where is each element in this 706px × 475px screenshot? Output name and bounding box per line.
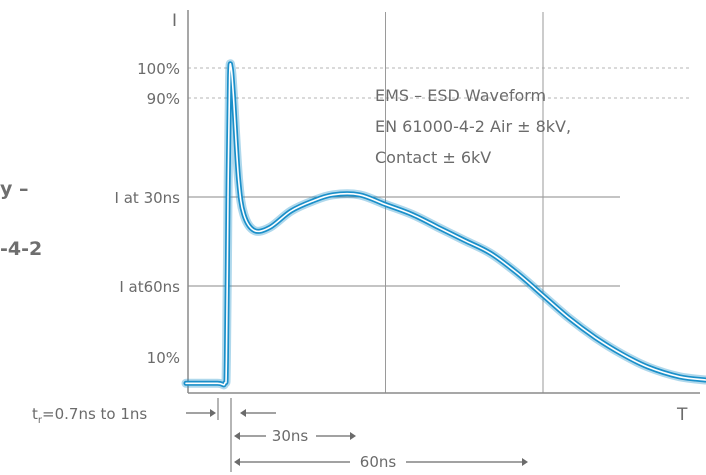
y-tick-label-0: 100% bbox=[137, 60, 180, 78]
cropped-side-text-2: -4-2 bbox=[0, 238, 43, 260]
y-tick-label-1: 90% bbox=[147, 90, 180, 108]
span-60ns-label: 60ns bbox=[360, 453, 397, 471]
rise-arrow-left-head bbox=[210, 409, 216, 417]
waveform-glow bbox=[181, 59, 706, 390]
grid-lines bbox=[188, 12, 690, 393]
rise-time-label: tr=0.7ns to 1ns bbox=[32, 405, 147, 426]
cropped-side-text-1: y – bbox=[0, 178, 29, 200]
y-tick-label-3: I at60ns bbox=[119, 278, 180, 296]
title-line-1: EN 61000-4-2 Air ± 8kV, bbox=[375, 117, 571, 136]
waveform-highlight bbox=[185, 62, 706, 386]
title-line-2: Contact ± 6kV bbox=[375, 148, 491, 167]
x-axis-label: T bbox=[676, 405, 688, 425]
labels-layer: 100% 90% I at 30ns I at60ns 10% I T EMS – ESD W… bbox=[115, 11, 688, 425]
span-60ns-left-head bbox=[234, 458, 240, 466]
title-line-0: EMS – ESD Waveform bbox=[375, 86, 546, 105]
annotations-layer: tr=0.7ns to 1ns 30ns 60ns bbox=[32, 398, 528, 472]
series-layer bbox=[181, 59, 706, 390]
y-tick-label-2: I at 30ns bbox=[115, 189, 181, 207]
y-axis-label: I bbox=[172, 11, 177, 31]
span-30ns-right-head bbox=[350, 432, 356, 440]
span-60ns-right-head bbox=[522, 458, 528, 466]
rise-arrow-right-head bbox=[240, 409, 246, 417]
span-30ns-label: 30ns bbox=[272, 427, 309, 445]
span-30ns-left-head bbox=[234, 432, 240, 440]
axes bbox=[187, 10, 700, 394]
waveform-line bbox=[183, 61, 706, 388]
y-tick-label-4: 10% bbox=[147, 349, 180, 367]
